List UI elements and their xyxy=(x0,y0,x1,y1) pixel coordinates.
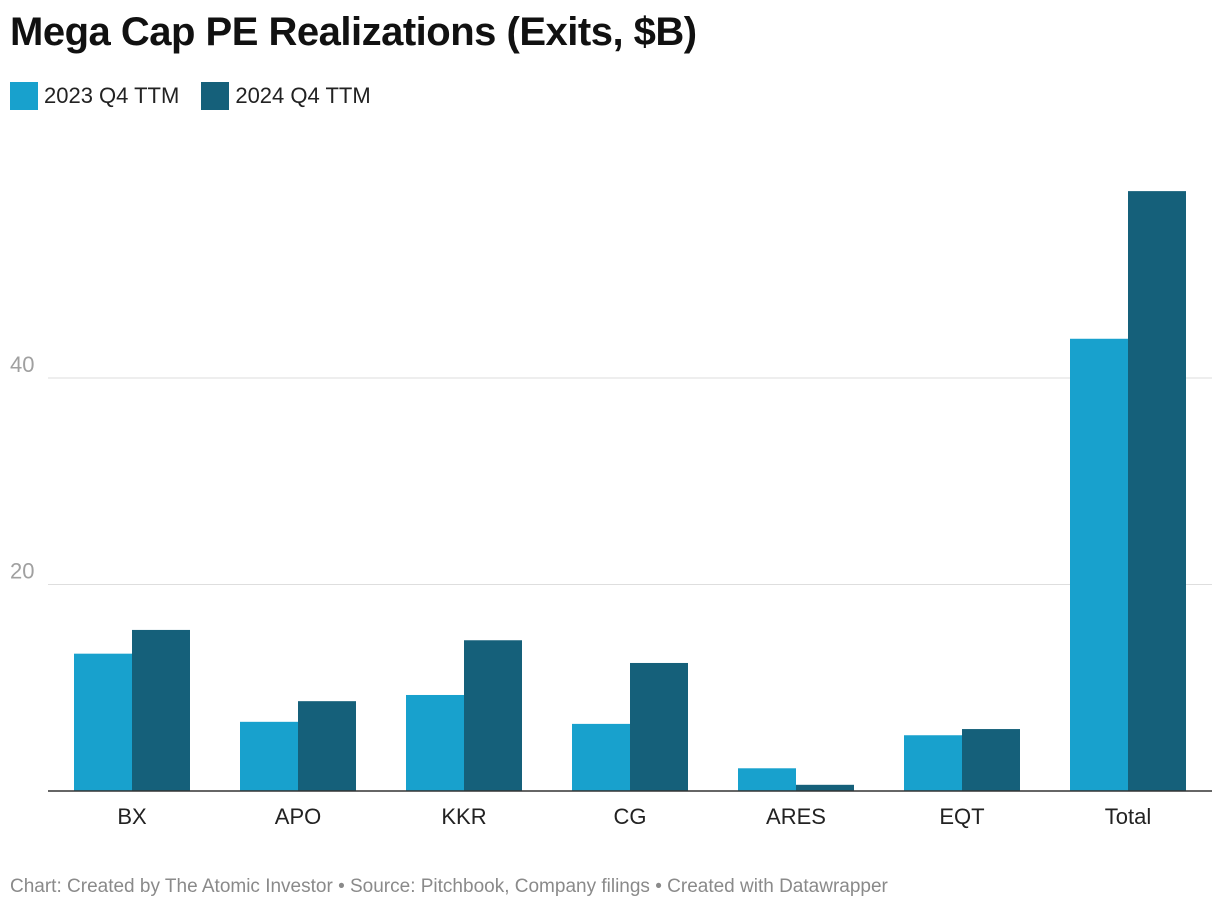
bar-cg-2024 xyxy=(630,662,688,791)
bar-bx-2024 xyxy=(132,629,190,791)
bar-apo-2024 xyxy=(298,701,356,791)
legend-swatch-2023 xyxy=(10,82,38,110)
bar-ares-2023 xyxy=(738,768,796,791)
bar-cg-2023 xyxy=(572,723,630,791)
x-tick-label-total: Total xyxy=(1105,804,1151,829)
x-tick-label-apo: APO xyxy=(275,804,321,829)
legend-label-2023: 2023 Q4 TTM xyxy=(44,83,180,108)
bar-eqt-2023 xyxy=(904,735,962,791)
x-tick-label-cg: CG xyxy=(614,804,647,829)
y-tick-label-40: 40 xyxy=(10,352,34,377)
x-tick-label-eqt: EQT xyxy=(939,804,984,829)
bar-total-2024 xyxy=(1128,191,1186,791)
chart-title: Mega Cap PE Realizations (Exits, $B) xyxy=(10,10,697,54)
chart-footer: Chart: Created by The Atomic Investor • … xyxy=(10,876,888,897)
legend-label-2024: 2024 Q4 TTM xyxy=(235,83,371,108)
bar-chart: 20 40 BX APO KKR CG ARES EQT Total xyxy=(10,191,1212,829)
bar-bx-2023 xyxy=(74,653,132,791)
bar-kkr-2024 xyxy=(464,640,522,791)
legend-swatch-2024 xyxy=(201,82,230,110)
bar-eqt-2024 xyxy=(962,729,1020,791)
bar-total-2023 xyxy=(1070,338,1128,791)
legend: 2023 Q4 TTM 2024 Q4 TTM xyxy=(10,82,393,110)
x-tick-label-ares: ARES xyxy=(766,804,826,829)
bar-ares-2024 xyxy=(796,784,854,791)
x-tick-label-bx: BX xyxy=(117,804,147,829)
bar-kkr-2023 xyxy=(406,694,464,791)
legend-item-2023: 2023 Q4 TTM xyxy=(10,82,179,110)
y-tick-label-20: 20 xyxy=(10,559,34,584)
x-tick-label-kkr: KKR xyxy=(441,804,486,829)
bar-apo-2023 xyxy=(240,721,298,791)
legend-item-2024: 2024 Q4 TTM xyxy=(201,82,371,110)
